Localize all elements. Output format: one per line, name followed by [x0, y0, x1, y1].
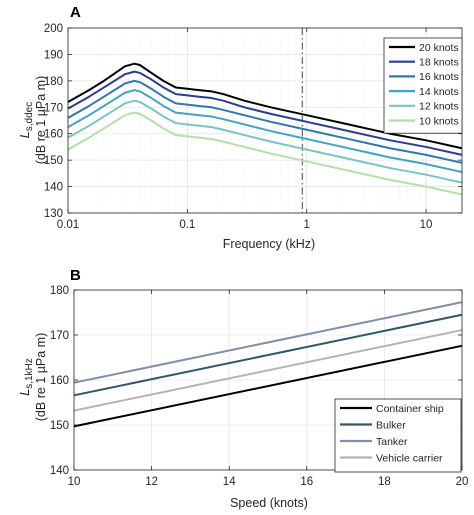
legend-box — [383, 37, 463, 134]
panel-b-series-lines — [73, 301, 463, 428]
legend-label: 14 knots — [419, 86, 459, 98]
x-tick-label: 18 — [378, 476, 391, 488]
chart-panel-a: A 130 140 150 160 170 180 190 200 0.01 0.1 1 10 Fr… — [18, 4, 463, 251]
legend-label: Vehicle carrier — [376, 452, 443, 464]
chart-panel-b: B 140 150 160 170 180 10 12 14 16 18 20 Speed (kn… — [18, 267, 468, 510]
legend-label: 18 knots — [419, 57, 459, 69]
svg-text:Ls,ddec: Ls,ddec — [18, 102, 35, 138]
y-tick-label: 200 — [44, 23, 63, 35]
series-line — [73, 313, 463, 397]
y-tick-label: 170 — [44, 102, 63, 114]
legend-label: 20 knots — [419, 42, 459, 54]
series-line — [67, 89, 463, 174]
panel-b-y-label-sub: s,1kHz — [24, 358, 35, 389]
legend-label: 10 knots — [419, 115, 459, 127]
panel-a-series-lines — [67, 62, 463, 196]
panel-a-y-label-sub: s,ddec — [24, 102, 35, 131]
legend-label: 12 knots — [419, 101, 459, 113]
panel-a-x-tick-labels: 0.01 0.1 1 10 — [57, 219, 433, 231]
y-tick-label: 150 — [50, 420, 69, 432]
svg-text:Ls,1kHz: Ls,1kHz — [18, 358, 35, 396]
y-tick-label: 160 — [50, 375, 69, 387]
panel-a-y-label-main: L — [18, 131, 32, 138]
panel-b-y-label-unit: (dB re 1 µPa m) — [34, 333, 48, 421]
series-line — [73, 329, 463, 412]
x-tick-label: 0.01 — [57, 219, 79, 231]
panel-a-y-axis-label: Ls,ddec (dB re 1 µPa m) — [18, 76, 48, 164]
x-tick-label: 12 — [145, 476, 158, 488]
legend-label: Tanker — [376, 436, 408, 448]
x-tick-label: 0.1 — [179, 219, 195, 231]
y-tick-label: 180 — [44, 76, 63, 88]
series-line — [67, 99, 463, 184]
y-tick-label: 150 — [44, 155, 63, 167]
x-tick-label: 14 — [223, 476, 236, 488]
panel-b-legend: Container ship Bulker Tanker Vehicle carrie… — [334, 398, 462, 473]
series-line — [67, 62, 463, 150]
x-tick-label: 10 — [68, 476, 81, 488]
legend-label: Bulker — [376, 419, 406, 431]
panel-b-y-axis-label: Ls,1kHz (dB re 1 µPa m) — [18, 333, 48, 421]
x-tick-label: 1 — [304, 219, 310, 231]
series-line — [73, 301, 463, 384]
series-line — [67, 111, 463, 196]
panel-a-y-label-unit: (dB re 1 µPa m) — [34, 76, 48, 164]
y-tick-label: 140 — [44, 182, 63, 194]
legend-label: 16 knots — [419, 71, 459, 83]
y-tick-label: 140 — [50, 465, 69, 477]
legend-label: Container ship — [376, 403, 444, 415]
legend-box — [334, 398, 462, 473]
panel-a-y-tick-labels: 130 140 150 160 170 180 190 200 — [44, 23, 63, 220]
panel-b-x-tick-labels: 10 12 14 16 18 20 — [68, 476, 469, 488]
series-line — [67, 70, 463, 156]
y-tick-label: 170 — [50, 330, 69, 342]
x-tick-label: 10 — [420, 219, 433, 231]
panel-b-y-label-main: L — [18, 389, 32, 396]
y-tick-label: 160 — [44, 129, 63, 141]
x-tick-label: 20 — [456, 476, 469, 488]
panel-b-letter: B — [70, 267, 81, 284]
panel-b-x-axis-label: Speed (knots) — [230, 496, 308, 510]
y-tick-label: 190 — [44, 49, 63, 61]
panel-a-legend: 20 knots 18 knots 16 knots 14 knots 12 knots… — [383, 37, 463, 134]
y-tick-label: 180 — [50, 285, 69, 297]
panel-b-y-tick-labels: 140 150 160 170 180 — [50, 285, 69, 477]
x-tick-label: 16 — [300, 476, 313, 488]
panel-a-letter: A — [70, 4, 81, 21]
y-tick-label: 130 — [44, 208, 63, 220]
series-line — [73, 344, 463, 428]
panel-a-x-axis-label: Frequency (kHz) — [223, 237, 315, 251]
series-line — [67, 79, 463, 164]
